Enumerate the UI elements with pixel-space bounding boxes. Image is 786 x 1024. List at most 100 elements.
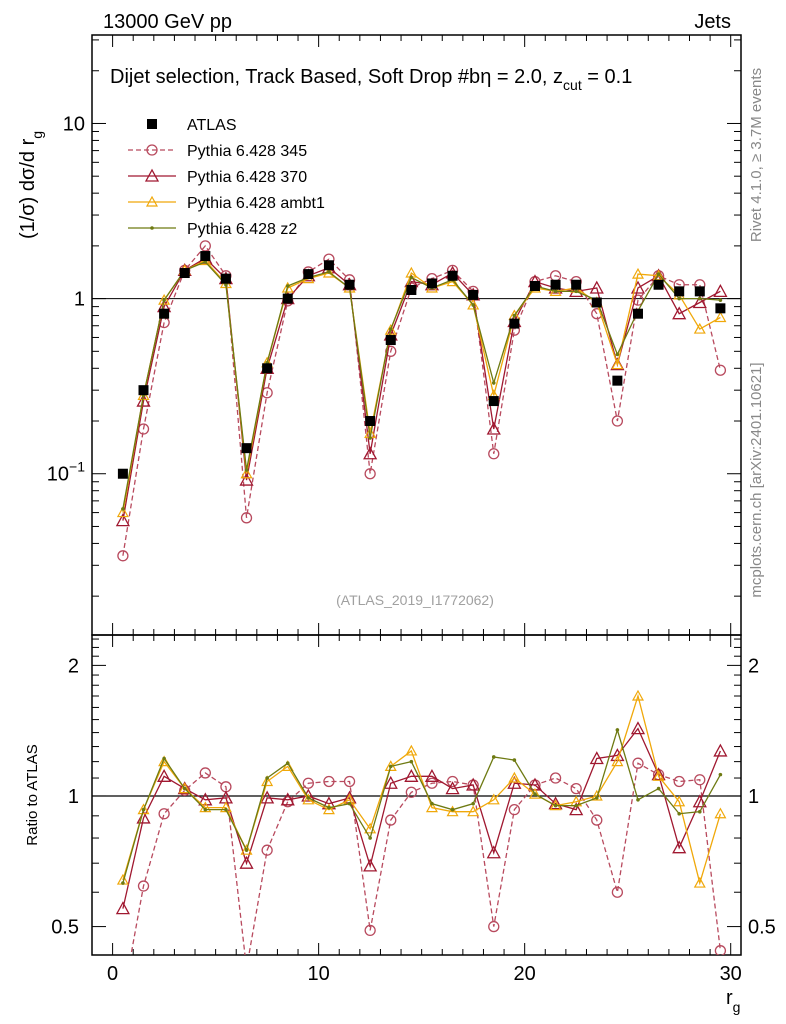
- ratio-point-p370: [569, 802, 584, 816]
- ratio-point-z2: [533, 792, 537, 796]
- ratio-tick-label-left: 2: [68, 655, 79, 677]
- ratio-point-z2: [636, 797, 640, 802]
- ratio-point-p370: [445, 781, 460, 795]
- ratio-point-z2: [718, 772, 723, 777]
- ratio-point-p345: [508, 804, 521, 816]
- ratio-point-ambt1: [487, 793, 500, 805]
- data-point-p370: [713, 283, 728, 298]
- data-point-atlas: [220, 273, 231, 284]
- ratio-point-ambt1: [178, 782, 191, 794]
- ratio-point-p345: [261, 844, 273, 856]
- ratio-line-ambt1: [122, 693, 722, 886]
- data-point-p370: [239, 472, 254, 486]
- data-point-z2: [677, 296, 681, 301]
- ratio-point-z2: [203, 807, 208, 812]
- ratio-point-ambt1: [673, 795, 686, 807]
- data-point-z2: [244, 468, 249, 472]
- ratio-point-ambt1: [405, 744, 418, 756]
- ratio-point-p370: [239, 855, 254, 869]
- ratio-tick-label-left: 1: [68, 786, 79, 808]
- ratio-point-ambt1: [446, 805, 459, 817]
- ratio-line-p370: [122, 727, 721, 909]
- ratio-point-p370: [651, 767, 666, 781]
- ratio-point-p370: [507, 775, 522, 789]
- ratio-point-z2: [244, 848, 249, 852]
- ratio-point-p370: [198, 792, 213, 806]
- ratio-frame: [91, 634, 742, 956]
- ratio-point-p345: [446, 775, 459, 788]
- data-point-z2: [162, 298, 166, 302]
- y-tick-label-exp: −1: [69, 459, 85, 475]
- ratio-point-p370: [115, 901, 130, 915]
- ratio-point-z2: [182, 786, 187, 791]
- ratio-point-p345: [199, 767, 211, 779]
- ratio-point-p345: [488, 920, 500, 933]
- legend-label-z2: Pythia 6.428 z2: [187, 221, 297, 238]
- series-line-p370: [122, 257, 721, 521]
- legend-label-p345: Pythia 6.428 345: [187, 143, 307, 160]
- y-tick-label: 10: [63, 113, 85, 135]
- ratio-point-p345: [158, 808, 170, 820]
- data-point-ambt1: [693, 322, 706, 334]
- analysis-id: (ATLAS_2019_I1772062): [336, 592, 494, 608]
- data-point-p345: [117, 550, 129, 562]
- data-point-atlas: [550, 279, 561, 290]
- ratio-point-ambt1: [219, 801, 232, 813]
- data-point-p345: [611, 415, 624, 427]
- data-point-atlas: [426, 278, 437, 289]
- ratio-line-z2: [122, 727, 721, 884]
- ratio-point-z2: [409, 759, 414, 764]
- ratio-point-p370: [260, 790, 275, 804]
- data-point-z2: [718, 298, 723, 302]
- main-ylabel: (1/σ) dσ/d rg: [17, 131, 45, 239]
- ratio-point-p370: [548, 796, 563, 810]
- data-point-atlas: [632, 308, 643, 319]
- legend-marker-z2: [150, 226, 154, 230]
- data-point-atlas: [591, 297, 602, 308]
- series-line-p345: [122, 244, 722, 556]
- ratio-point-p370: [672, 840, 687, 854]
- data-point-p370: [692, 295, 707, 309]
- mcplots-label: mcplots.cern.ch [arXiv:2401.10621]: [748, 362, 765, 597]
- data-point-z2: [512, 313, 517, 318]
- ratio-point-z2: [594, 796, 599, 800]
- ratio-point-ambt1: [137, 803, 150, 815]
- ratio-point-ambt1: [693, 876, 706, 888]
- ratio-point-z2: [491, 755, 496, 759]
- legend-label-ambt1: Pythia 6.428 ambt1: [187, 195, 325, 212]
- ratio-tick-label-right: 1: [748, 786, 759, 808]
- data-point-p370: [589, 280, 604, 294]
- legend-marker-ambt1: [145, 195, 159, 207]
- data-point-p345: [632, 294, 644, 306]
- ratio-point-z2: [162, 756, 166, 761]
- data-point-atlas: [365, 416, 376, 427]
- data-point-atlas: [138, 385, 149, 396]
- ratio-point-p345: [242, 964, 252, 974]
- data-point-ambt1: [714, 311, 727, 323]
- data-point-atlas: [447, 270, 458, 281]
- x-tick-label: 10: [308, 963, 330, 985]
- data-point-z2: [471, 303, 475, 307]
- ratio-point-p345: [632, 757, 644, 769]
- ratio-point-ambt1: [590, 789, 603, 801]
- ratio-point-ambt1: [631, 689, 645, 701]
- ratio-point-p345: [385, 814, 397, 826]
- ratio-point-z2: [327, 805, 331, 810]
- legend: ATLAS Pythia 6.428 345 Pythia 6.428 370 Pyt…: [128, 117, 325, 238]
- ratio-point-z2: [388, 764, 393, 769]
- ratio-point-p345: [570, 782, 582, 795]
- data-point-atlas: [303, 269, 314, 280]
- data-point-atlas: [200, 251, 211, 262]
- data-point-atlas: [529, 281, 540, 292]
- data-point-z2: [409, 275, 414, 280]
- ratio-point-p370: [280, 792, 295, 806]
- data-point-atlas: [571, 279, 582, 290]
- data-point-atlas: [262, 363, 273, 374]
- ratio-point-z2: [450, 807, 455, 812]
- data-point-atlas: [159, 308, 170, 319]
- data-point-atlas: [715, 303, 726, 314]
- data-point-z2: [553, 289, 558, 294]
- ratio-point-ambt1: [322, 803, 335, 815]
- ratio-tick-label-left: 0.5: [51, 917, 79, 939]
